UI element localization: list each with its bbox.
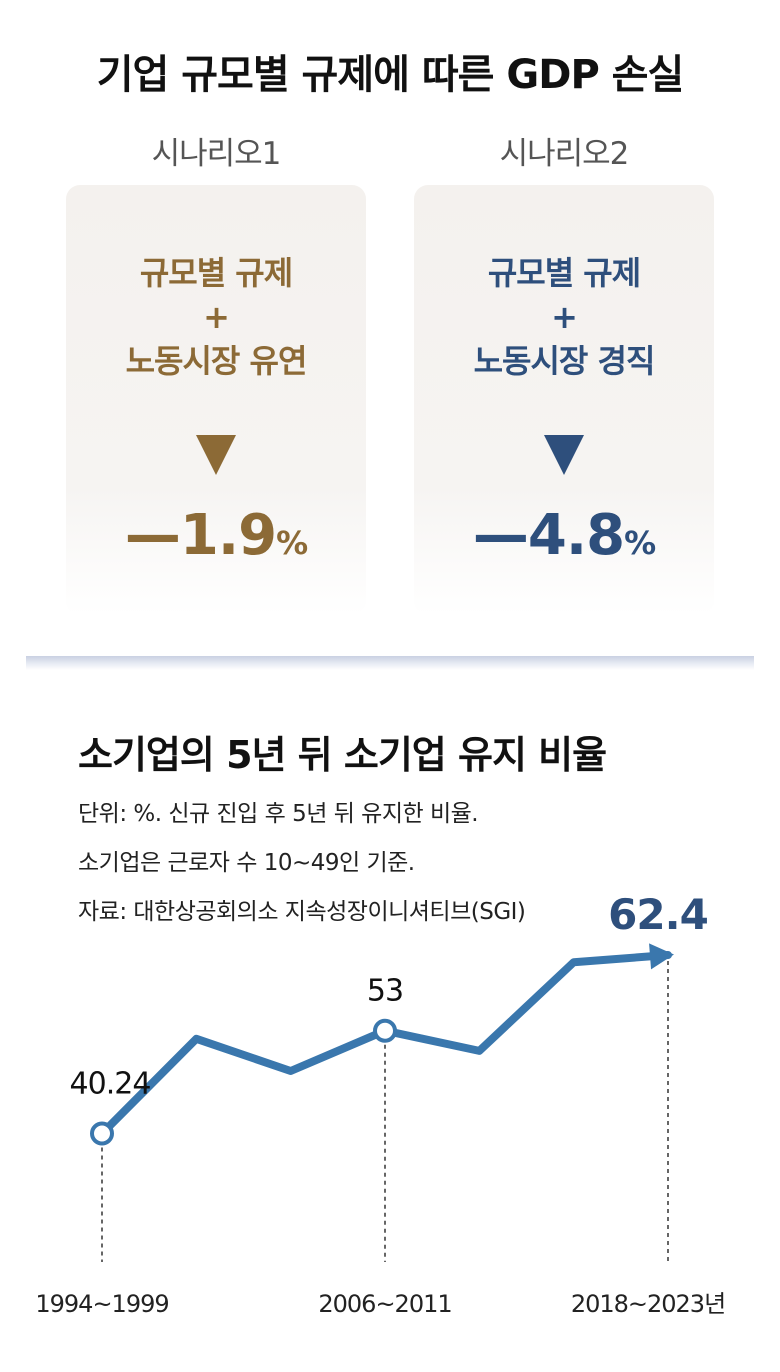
scenario1-label: 시나리오1 bbox=[151, 136, 282, 172]
scenario2-line1: 규모별 규제 bbox=[487, 254, 641, 292]
x-tick-label-1: 2006~2011 bbox=[318, 1290, 451, 1318]
down-triangle-icon bbox=[544, 435, 584, 475]
scenario2-plus: + bbox=[551, 298, 578, 336]
scenario2-line2: 노동시장 경직 bbox=[473, 342, 656, 380]
scenario2-description: 규모별 규제 + 노동시장 경직 bbox=[414, 251, 714, 383]
scenario2-card: 규모별 규제 + 노동시장 경직 —4.8% bbox=[414, 185, 714, 615]
scenario1-value: —1.9% bbox=[66, 503, 366, 568]
chart-title: 소기업의 5년 뒤 소기업 유지 비율 bbox=[78, 733, 607, 777]
scenario2-unit: % bbox=[624, 524, 656, 562]
data-label-1: 53 bbox=[367, 974, 403, 1009]
scenario1-line2: 노동시장 유연 bbox=[125, 342, 308, 380]
chart-note-unit: 단위: %. 신규 진입 후 5년 뒤 유지한 비율. bbox=[78, 801, 479, 827]
x-tick-label-2: 2018~2023년 bbox=[571, 1290, 725, 1318]
data-label-2: 62.4 bbox=[608, 890, 708, 939]
scenario1-plus: + bbox=[203, 298, 230, 336]
chart-note-source: 자료: 대한상공회의소 지속성장이니셔티브(SGI) bbox=[78, 899, 526, 925]
chart-note-definition: 소기업은 근로자 수 10~49인 기준. bbox=[78, 850, 415, 876]
data-point-3 bbox=[373, 1018, 397, 1043]
scenario2-label: 시나리오2 bbox=[499, 136, 630, 172]
scenario1-unit: % bbox=[276, 524, 308, 562]
scenario1-description: 규모별 규제 + 노동시장 유연 bbox=[66, 251, 366, 383]
data-label-0: 40.24 bbox=[70, 1067, 151, 1102]
down-triangle-icon bbox=[196, 435, 236, 475]
arrowhead-icon bbox=[649, 943, 674, 970]
scenario2-value: —4.8% bbox=[414, 503, 714, 568]
data-point-0 bbox=[90, 1121, 114, 1146]
infographic-title: 기업 규모별 규제에 따른 GDP 손실 bbox=[96, 52, 685, 98]
section-divider bbox=[26, 656, 754, 670]
scenario1-line1: 규모별 규제 bbox=[139, 254, 293, 292]
scenario2-number: —4.8 bbox=[472, 503, 625, 568]
scenario1-card: 규모별 규제 + 노동시장 유연 —1.9% bbox=[66, 185, 366, 615]
x-tick-label-0: 1994~1999 bbox=[35, 1290, 168, 1318]
scenario1-number: —1.9 bbox=[124, 503, 277, 568]
